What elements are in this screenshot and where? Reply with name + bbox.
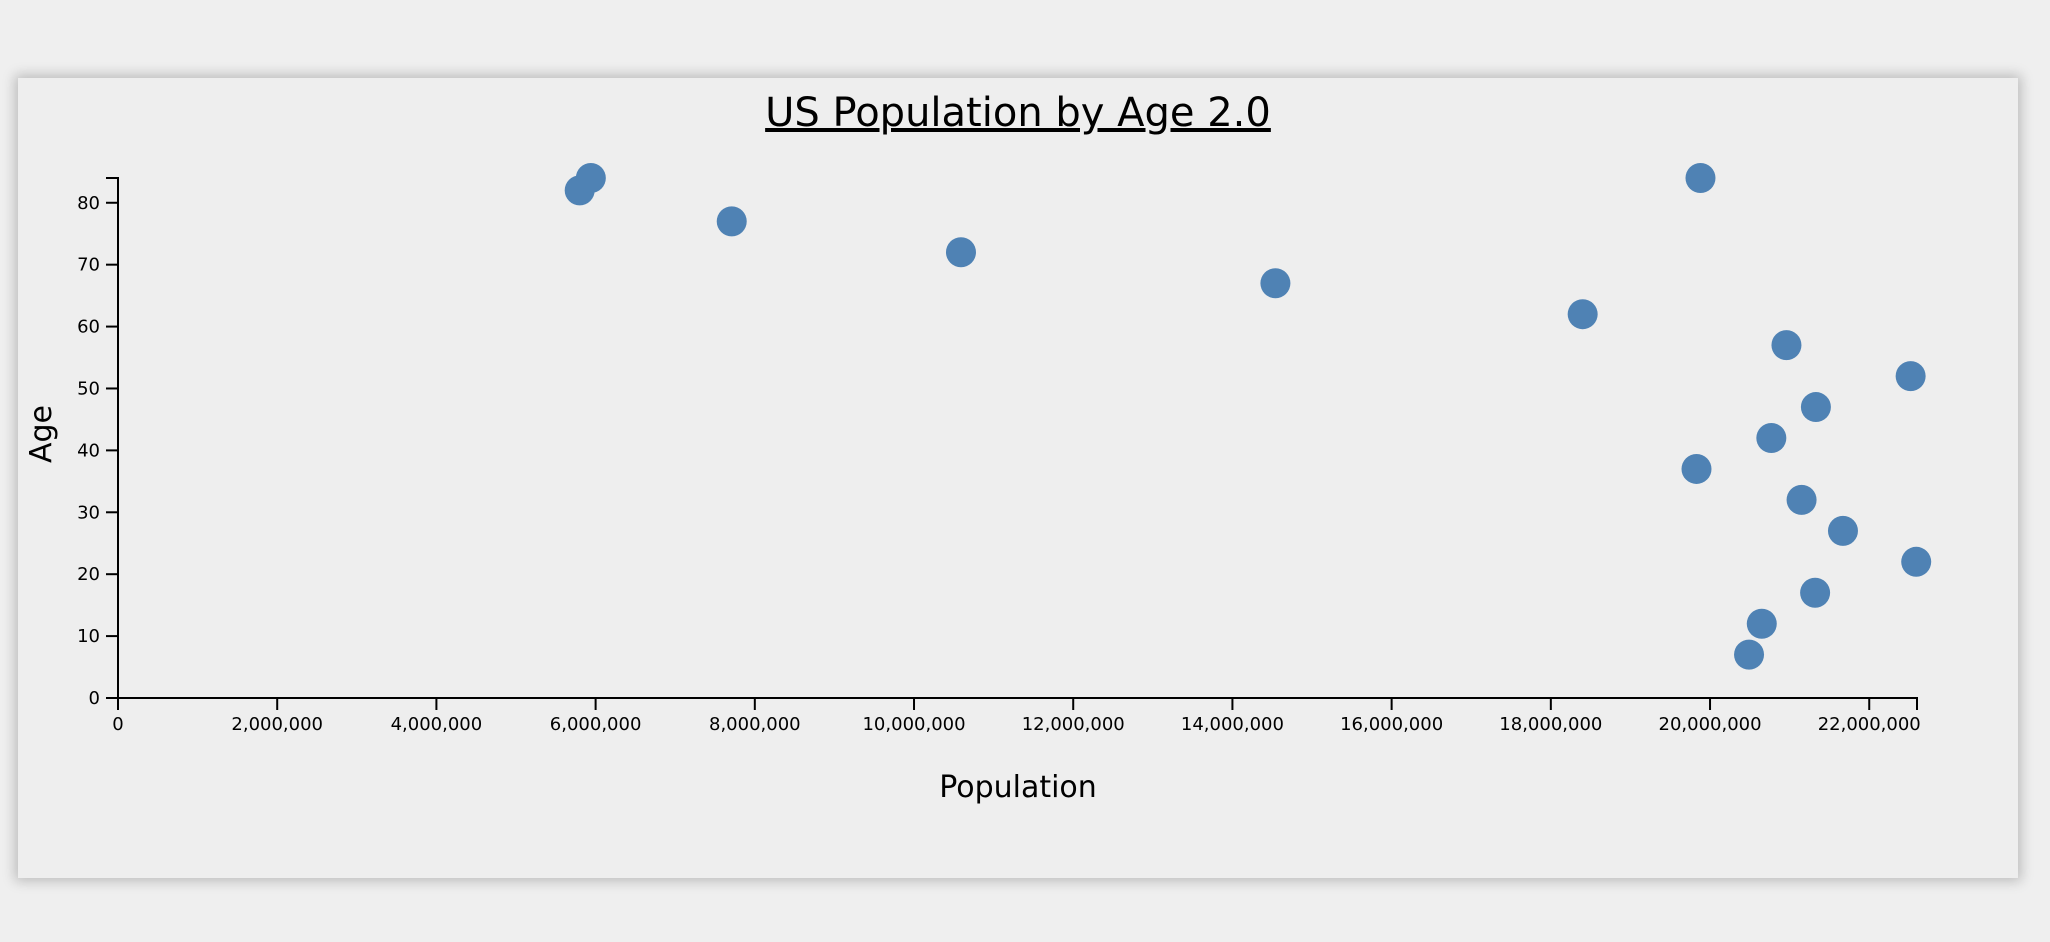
data-point — [1895, 361, 1926, 392]
data-point — [1800, 392, 1831, 423]
y-tick-label: 20 — [77, 564, 100, 585]
y-tick-label: 10 — [77, 626, 100, 647]
x-tick-label: 10,000,000 — [862, 714, 965, 735]
y-axis: 0 10 20 30 40 50 60 70 80 — [77, 177, 119, 709]
data-point — [1746, 608, 1777, 639]
x-tick-label: 4,000,000 — [391, 714, 483, 735]
scatter-chart: US Population by Age 2.0 0 10 20 30 40 50 60 70… — [24, 90, 1932, 805]
data-point — [1786, 484, 1817, 515]
x-tick-label: 14,000,000 — [1181, 714, 1284, 735]
data-point — [1800, 577, 1831, 608]
data-point — [1771, 330, 1802, 361]
x-axis-label: Population — [939, 770, 1097, 805]
y-tick-label: 60 — [77, 317, 100, 338]
chart-title: US Population by Age 2.0 — [765, 90, 1271, 136]
x-tick-label: 20,000,000 — [1659, 714, 1762, 735]
data-point — [1567, 299, 1598, 330]
data-point — [1685, 163, 1716, 193]
x-tick-label: 22,000,000 — [1818, 714, 1921, 735]
y-axis-label: Age — [24, 405, 59, 463]
x-tick-label: 0 — [112, 714, 123, 735]
data-point — [575, 163, 606, 193]
x-tick-label: 12,000,000 — [1022, 714, 1125, 735]
data-points — [564, 163, 1932, 670]
data-point — [1681, 453, 1712, 484]
y-tick-label: 50 — [77, 378, 100, 399]
chart-panel: US Population by Age 2.0 0 10 20 30 40 50 60 70… — [18, 78, 2018, 878]
data-point — [716, 206, 747, 237]
y-axis-line — [106, 177, 119, 699]
x-tick-label: 6,000,000 — [550, 714, 642, 735]
data-point — [1260, 268, 1291, 299]
x-tick-label: 18,000,000 — [1499, 714, 1602, 735]
y-tick-label: 70 — [77, 255, 100, 276]
y-tick-label: 30 — [77, 502, 100, 523]
x-tick-label: 2,000,000 — [231, 714, 323, 735]
x-axis: 0 2,000,000 4,000,000 6,000,000 8,000,000 10,… — [112, 697, 1921, 735]
x-axis-line — [117, 697, 1918, 710]
y-tick-label: 40 — [77, 440, 100, 461]
data-point — [945, 237, 976, 268]
data-point — [1901, 546, 1932, 577]
y-tick-label: 0 — [89, 688, 100, 709]
data-point — [1734, 639, 1765, 670]
data-point — [1756, 423, 1787, 453]
data-point — [1827, 515, 1858, 546]
y-tick-label: 80 — [77, 193, 100, 214]
x-tick-label: 16,000,000 — [1340, 714, 1443, 735]
x-tick-label: 8,000,000 — [709, 714, 801, 735]
